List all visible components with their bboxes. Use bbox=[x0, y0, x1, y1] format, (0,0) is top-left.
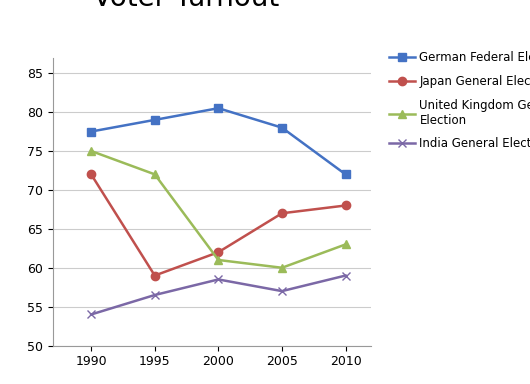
German Federal Elections bbox=[152, 118, 158, 122]
Japan General Election bbox=[215, 250, 222, 255]
Title: Voter Turnout: Voter Turnout bbox=[93, 0, 280, 12]
India General Election bbox=[342, 273, 349, 278]
Japan General Election bbox=[342, 203, 349, 208]
India General Election bbox=[279, 289, 285, 293]
Line: United Kingdom General
Election: United Kingdom General Election bbox=[87, 147, 350, 272]
India General Election bbox=[215, 277, 222, 282]
Japan General Election bbox=[152, 273, 158, 278]
India General Election bbox=[152, 293, 158, 297]
United Kingdom General
Election bbox=[342, 242, 349, 247]
United Kingdom General
Election bbox=[88, 149, 94, 153]
Line: India General Election: India General Election bbox=[87, 271, 350, 319]
Japan General Election bbox=[88, 172, 94, 177]
German Federal Elections bbox=[279, 125, 285, 130]
Line: Japan General Election: Japan General Election bbox=[87, 170, 350, 280]
Line: German Federal Elections: German Federal Elections bbox=[87, 104, 350, 179]
German Federal Elections bbox=[342, 172, 349, 177]
India General Election bbox=[88, 312, 94, 317]
United Kingdom General
Election bbox=[215, 258, 222, 262]
Legend: German Federal Elections, Japan General Election, United Kingdom General
Electio: German Federal Elections, Japan General … bbox=[386, 49, 530, 153]
German Federal Elections bbox=[215, 106, 222, 111]
Japan General Election bbox=[279, 211, 285, 215]
United Kingdom General
Election bbox=[152, 172, 158, 177]
German Federal Elections bbox=[88, 129, 94, 134]
United Kingdom General
Election bbox=[279, 265, 285, 270]
